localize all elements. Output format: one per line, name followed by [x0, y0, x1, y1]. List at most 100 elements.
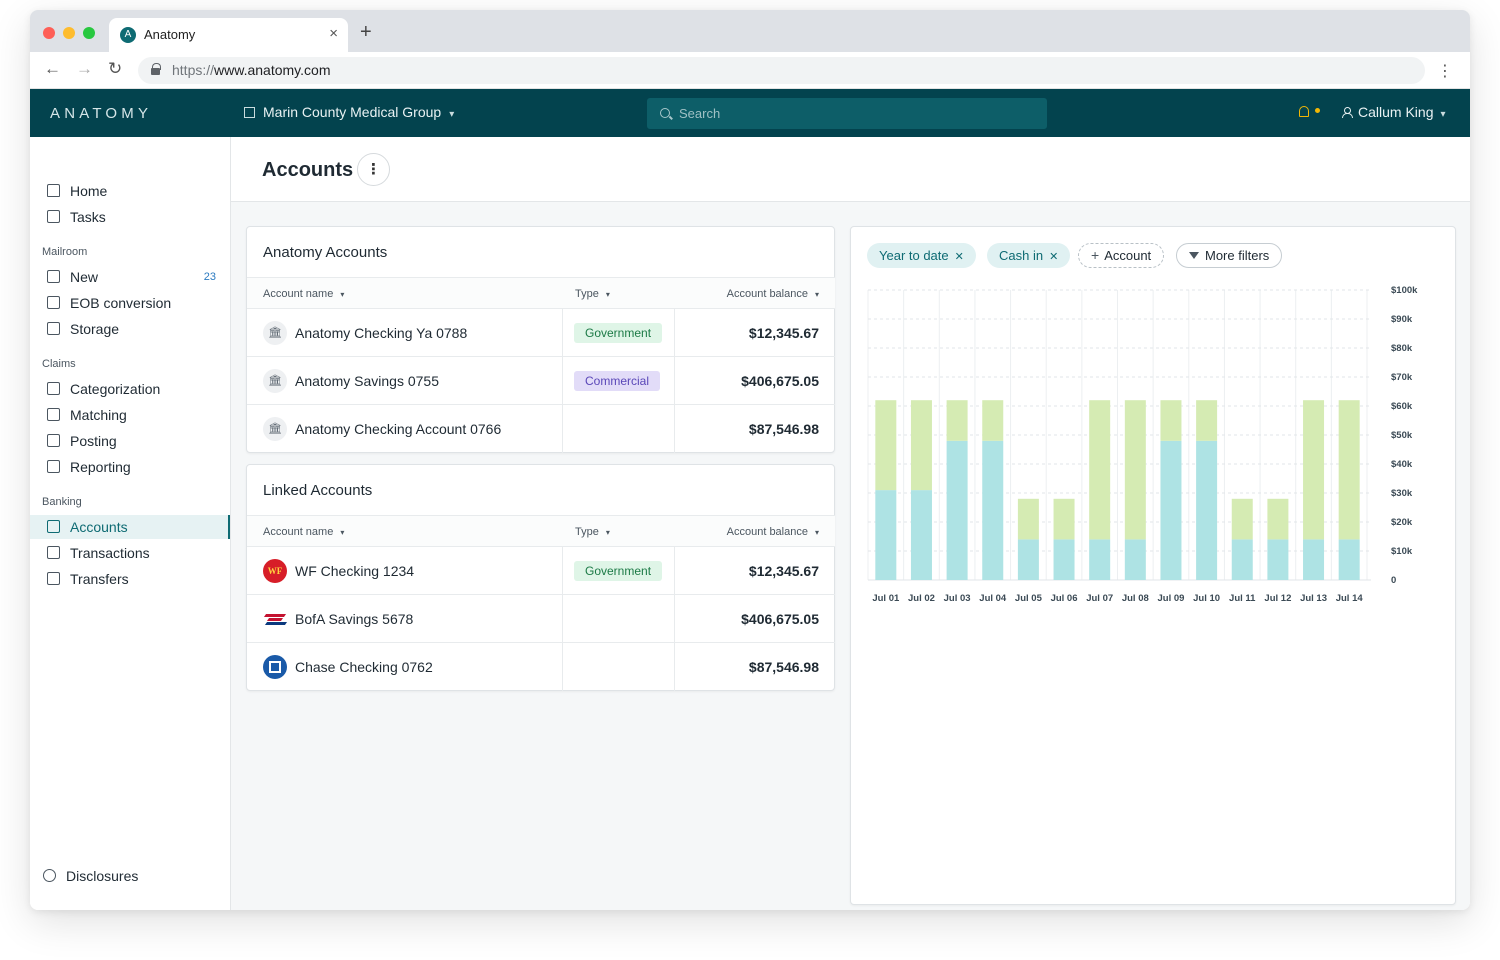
- type-badge: Government: [574, 323, 663, 343]
- bar-segment: [1196, 440, 1218, 580]
- sidebar-item-matching[interactable]: Matching: [30, 403, 230, 427]
- bar-segment: [875, 490, 897, 580]
- bar-segment: [1124, 400, 1146, 540]
- bar-segment: [1231, 539, 1253, 580]
- sidebar-item-reporting[interactable]: Reporting: [30, 455, 230, 479]
- account-name: Anatomy Savings 0755: [295, 373, 439, 389]
- sidebar-item-tasks[interactable]: Tasks: [30, 205, 230, 229]
- page-more-button[interactable]: ⋮: [357, 153, 390, 186]
- tab-close-icon[interactable]: ×: [329, 25, 338, 42]
- chevron-down-icon: ▾: [605, 290, 610, 299]
- y-tick-label: $90k: [1391, 314, 1413, 325]
- filter-chip-cash-in[interactable]: Cash in ✕: [987, 243, 1071, 268]
- bar-segment: [1089, 539, 1111, 580]
- x-tick-label: Jul 13: [1300, 593, 1327, 604]
- account-balance: $406,675.05: [741, 611, 819, 627]
- search-icon: [660, 108, 670, 118]
- sidebar-item-home[interactable]: Home: [30, 179, 230, 203]
- sidebar-item-label: Reporting: [70, 459, 131, 475]
- bar-segment: [910, 400, 932, 491]
- plus-icon: +: [1091, 247, 1100, 263]
- sidebar-item-label: New: [70, 269, 99, 285]
- table-row[interactable]: BofA Savings 5678 $406,675.05: [247, 595, 835, 643]
- bar-segment: [1338, 400, 1360, 540]
- url-field[interactable]: https://www.anatomy.com: [138, 57, 1425, 84]
- maximize-window-button[interactable]: [83, 27, 95, 39]
- bar-segment: [1267, 498, 1289, 540]
- y-tick-label: $80k: [1391, 343, 1413, 354]
- column-header-account-balance[interactable]: Account balance ▾: [726, 526, 819, 538]
- bar-segment: [1267, 539, 1289, 580]
- bar-segment: [1303, 539, 1325, 580]
- sidebar-item-label: Accounts: [70, 519, 128, 535]
- bar-segment: [946, 400, 968, 441]
- anatomy-accounts-card: Anatomy Accounts Account name ▾ Type ▾ Acc…: [246, 226, 835, 453]
- sidebar-item-label: Transactions: [70, 545, 150, 561]
- forward-arrow-icon[interactable]: →: [76, 59, 93, 78]
- table-row[interactable]: WF WF Checking 1234 Government $12,345.6…: [247, 547, 835, 595]
- chevron-down-icon: ▾: [814, 528, 819, 537]
- remove-filter-icon[interactable]: ✕: [1049, 251, 1059, 263]
- address-bar-row: ← → ↻ https://www.anatomy.com ⋮: [30, 52, 1470, 89]
- x-tick-label: Jul 08: [1122, 593, 1149, 604]
- bank-icon: [47, 520, 60, 533]
- more-filters-button[interactable]: More filters: [1176, 243, 1283, 268]
- column-header-account-name[interactable]: Account name ▾: [263, 288, 345, 300]
- sidebar-item-accounts[interactable]: Accounts: [30, 515, 230, 539]
- search-input[interactable]: Search: [647, 98, 1047, 129]
- close-window-button[interactable]: [43, 27, 55, 39]
- bar-segment: [1053, 498, 1075, 540]
- y-tick-label: 0: [1391, 575, 1396, 586]
- org-switcher[interactable]: Marin County Medical Group ▾: [244, 104, 454, 120]
- user-name: Callum King: [1358, 104, 1434, 120]
- column-header-account-balance[interactable]: Account balance ▾: [726, 288, 819, 300]
- type-badge: Government: [574, 561, 663, 581]
- back-arrow-icon[interactable]: ←: [44, 59, 61, 78]
- user-icon: [1342, 107, 1353, 118]
- chevron-down-icon: ▾: [814, 290, 819, 299]
- sidebar-item-storage[interactable]: Storage: [30, 317, 230, 341]
- browser-tab[interactable]: A Anatomy ×: [109, 18, 348, 52]
- main-content: Accounts ⋮ Anatomy Accounts Account name…: [231, 137, 1470, 910]
- sidebar-item-label: Tasks: [70, 209, 106, 225]
- table-row[interactable]: 🏛 Anatomy Savings 0755 Commercial $406,6…: [247, 357, 835, 405]
- add-account-filter-button[interactable]: + Account: [1078, 243, 1165, 268]
- sidebar-item-transfers[interactable]: Transfers: [30, 567, 230, 591]
- new-tab-button[interactable]: +: [360, 21, 372, 43]
- column-header-account-name[interactable]: Account name ▾: [263, 526, 345, 538]
- sidebar-item-transactions[interactable]: Transactions: [30, 541, 230, 565]
- table-row[interactable]: Chase Checking 0762 $87,546.98: [247, 643, 835, 691]
- y-tick-label: $60k: [1391, 401, 1413, 412]
- bell-icon[interactable]: [1299, 106, 1309, 117]
- table-row[interactable]: 🏛 Anatomy Checking Account 0766 $87,546.…: [247, 405, 835, 453]
- sidebar-item-label: Posting: [70, 433, 117, 449]
- account-balance: $406,675.05: [741, 373, 819, 389]
- filter-chip-year-to-date[interactable]: Year to date ✕: [867, 243, 976, 268]
- inbox-icon: [47, 270, 60, 283]
- table-header: Account name ▾ Type ▾ Account balance ▾: [247, 515, 835, 547]
- account-name: Anatomy Checking Ya 0788: [295, 325, 468, 341]
- y-tick-label: $40k: [1391, 459, 1413, 470]
- table-row[interactable]: 🏛 Anatomy Checking Ya 0788 Government $1…: [247, 309, 835, 357]
- browser-menu-icon[interactable]: ⋮: [1437, 63, 1453, 80]
- sidebar-item-categorization[interactable]: Categorization: [30, 377, 230, 401]
- anatomy-logo[interactable]: ANATOMY: [50, 105, 153, 122]
- reload-icon[interactable]: ↻: [108, 59, 123, 78]
- column-header-type[interactable]: Type ▾: [575, 526, 610, 538]
- sidebar-item-label: Home: [70, 183, 108, 199]
- chevron-down-icon: ▾: [605, 528, 610, 537]
- minimize-window-button[interactable]: [63, 27, 75, 39]
- sidebar-item-label: Storage: [70, 321, 120, 337]
- user-menu[interactable]: Callum King ▾: [1342, 104, 1446, 120]
- account-name: Chase Checking 0762: [295, 659, 433, 675]
- remove-filter-icon[interactable]: ✕: [954, 251, 964, 263]
- sidebar-item-eob-conversion[interactable]: EOB conversion: [30, 291, 230, 315]
- sidebar-item-disclosures[interactable]: Disclosures: [30, 864, 230, 888]
- columns-icon: [47, 382, 60, 395]
- sidebar-item-posting[interactable]: Posting: [30, 429, 230, 453]
- convert-icon: [47, 296, 60, 309]
- column-header-type[interactable]: Type ▾: [575, 288, 610, 300]
- notification-dot: [1315, 108, 1320, 113]
- account-balance: $12,345.67: [748, 563, 819, 579]
- sidebar-item-new[interactable]: New 23: [30, 265, 230, 289]
